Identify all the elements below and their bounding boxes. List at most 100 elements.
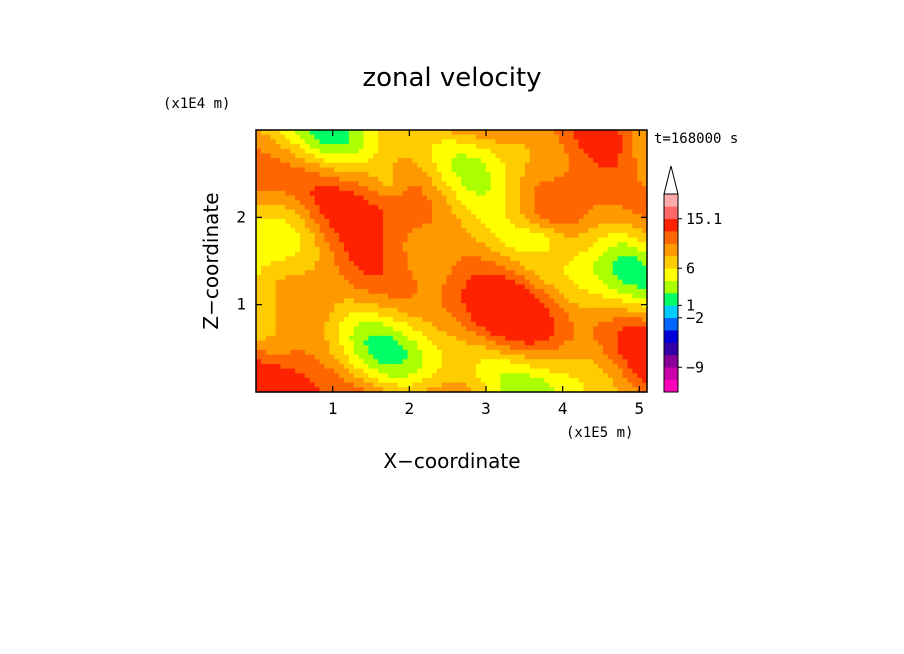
field-cell: [412, 345, 418, 351]
field-cell: [412, 167, 418, 173]
field-cell: [490, 289, 497, 295]
field-cell: [343, 256, 350, 262]
field-cell: [373, 186, 379, 192]
field-cell: [544, 326, 550, 332]
field-cell: [539, 354, 545, 360]
field-cell: [378, 279, 384, 285]
field-cell: [383, 153, 389, 159]
field-cell: [637, 256, 643, 262]
field-cell: [417, 209, 423, 215]
field-cell: [466, 218, 472, 225]
field-cell: [524, 158, 531, 164]
field-cell: [422, 190, 428, 197]
field-cell: [383, 377, 389, 384]
field-cell: [461, 139, 467, 145]
field-cell: [622, 251, 629, 257]
field-cell: [280, 158, 286, 164]
field-cell: [402, 312, 409, 318]
field-cell: [343, 242, 350, 248]
field-cell: [480, 275, 487, 281]
field-cell: [617, 368, 624, 374]
field-cell: [319, 186, 326, 192]
field-cell: [544, 172, 550, 178]
field-cell: [265, 246, 272, 253]
colorbar-label: 15.1: [686, 210, 722, 228]
field-cell: [471, 195, 477, 201]
field-cell: [309, 195, 316, 201]
field-cell: [549, 153, 555, 159]
field-cell: [387, 279, 394, 285]
field-cell: [642, 317, 648, 323]
field-cell: [500, 176, 506, 183]
field-cell: [495, 349, 501, 356]
field-cell: [632, 321, 638, 328]
field-cell: [353, 382, 360, 388]
field-cell: [285, 303, 291, 309]
field-cell: [295, 242, 301, 248]
field-cell: [304, 200, 311, 206]
field-cell: [314, 312, 321, 318]
field-cell: [603, 377, 609, 384]
field-cell: [563, 139, 570, 145]
field-cell: [436, 200, 443, 206]
field-cell: [431, 251, 438, 257]
field-cell: [353, 317, 360, 323]
field-cell: [607, 242, 614, 248]
field-cell: [539, 223, 545, 229]
field-cell: [466, 162, 472, 169]
field-cell: [446, 162, 453, 169]
field-cell: [534, 148, 541, 154]
field-cell: [529, 298, 536, 304]
field-cell: [407, 204, 413, 211]
field-cell: [622, 214, 629, 220]
field-cell: [466, 246, 472, 253]
field-cell: [368, 190, 374, 197]
field-cell: [466, 139, 472, 145]
field-cell: [505, 373, 511, 379]
field-cell: [593, 289, 599, 295]
field-cell: [314, 186, 321, 192]
field-cell: [593, 270, 599, 276]
field-cell: [275, 326, 282, 332]
field-cell: [461, 153, 467, 159]
field-cell: [358, 326, 365, 332]
field-cell: [485, 153, 492, 159]
field-cell: [441, 275, 448, 281]
field-cell: [480, 335, 487, 342]
field-cell: [529, 368, 536, 374]
field-cell: [568, 237, 575, 243]
field-cell: [554, 265, 560, 271]
field-cell: [280, 303, 286, 309]
field-cell: [534, 214, 541, 220]
field-cell: [622, 345, 629, 351]
field-cell: [334, 387, 340, 393]
field-cell: [368, 153, 374, 159]
field-cell: [515, 256, 521, 262]
field-cell: [348, 377, 355, 384]
field-cell: [617, 200, 624, 206]
field-cell: [275, 387, 282, 393]
field-cell: [368, 345, 374, 351]
field-cell: [387, 209, 394, 215]
field-cell: [402, 158, 409, 164]
field-cell: [290, 307, 296, 314]
field-cell: [598, 144, 604, 150]
field-cell: [348, 321, 355, 328]
field-cell: [622, 200, 629, 206]
field-cell: [637, 218, 643, 225]
field-cell: [461, 256, 467, 262]
field-cell: [578, 382, 585, 388]
field-cell: [299, 331, 306, 337]
field-cell: [397, 200, 404, 206]
field-cell: [627, 307, 633, 314]
field-cell: [412, 275, 418, 281]
field-cell: [515, 130, 521, 136]
field-cell: [397, 354, 404, 360]
field-cell: [529, 326, 536, 332]
field-cell: [500, 242, 506, 248]
field-cell: [475, 289, 482, 295]
field-cell: [637, 265, 643, 271]
field-cell: [466, 387, 472, 393]
field-cell: [422, 242, 428, 248]
field-cell: [339, 377, 345, 384]
